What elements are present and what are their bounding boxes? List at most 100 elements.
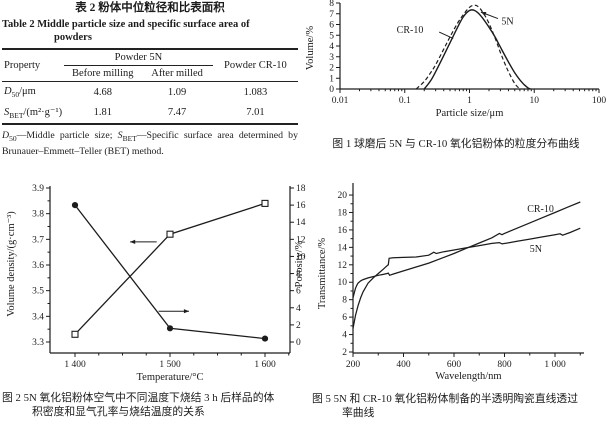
y-tick-label: 2 [329, 64, 334, 74]
value-cell: 4.68 [93, 86, 112, 98]
figure2-caption-line1: 图 2 5N 氧化铝粉体空气中不同温度下烧结 3 h 后样品的体 [2, 392, 275, 404]
y-tick-label: 8 [342, 296, 347, 306]
property-cell: SBET/(m²·g⁻¹) [4, 106, 63, 120]
right-y-tick-label: 16 [296, 201, 306, 211]
table-caption-en-line2: powders [54, 31, 92, 43]
figure2-density-porosity-chart: 3.3 3.4 3.5 3.6 3.7 3.8 3.9 0 2 4 6 8 10 12 14 16 18 1 40… [6, 184, 306, 383]
sbet-symbol: S [117, 130, 123, 142]
x-tick-label: 0.01 [332, 96, 349, 106]
x-axis-label: Wavelength/nm [435, 371, 501, 382]
x-tick-label: 1 600 [254, 360, 276, 370]
x-tick-label: 100 [592, 96, 607, 106]
left-y-tick-label: 3.7 [32, 235, 44, 245]
powder-properties-table: Property Powder 5N Powder CR-10 Before m… [2, 48, 298, 126]
y-tick-label: 5 [329, 31, 334, 41]
x-tick-label: 400 [396, 360, 411, 370]
y-tick-label: 4 [329, 42, 334, 52]
value-cell: 7.01 [246, 107, 265, 119]
after-milled-column-header: After milled [141, 65, 213, 83]
right-y-tick-label: 10 [296, 252, 306, 262]
y-tick-label: 6 [342, 313, 347, 323]
cr-10-series-label: CR-10 [397, 25, 424, 36]
x-tick-label: 1 [467, 96, 472, 106]
table-caption-en-line1: Table 2 Middle particle size and specifi… [2, 18, 250, 30]
right-y-tick-label: 4 [296, 304, 301, 314]
table-footnote: D50—Middle particle size; SBET—Specific … [2, 129, 298, 158]
figure1-block: 0 1 2 3 4 5 6 7 8 0.01 0.1 1 10 100 Particle size/μm Vo… [302, 0, 610, 151]
figure2-block: 3.3 3.4 3.5 3.6 3.7 3.8 3.9 0 2 4 6 8 10 12 14 16 18 1 40… [2, 172, 308, 419]
5n-series-label: 5N [530, 244, 542, 255]
right-y-tick-label: 0 [296, 338, 301, 348]
right-y-tick-label: 12 [296, 235, 306, 245]
x-axis-label: Particle size/μm [436, 108, 504, 119]
d50-definition: —Middle particle size; [16, 130, 118, 142]
left-y-tick-label: 3.5 [32, 287, 44, 297]
arrowhead [130, 239, 136, 244]
y-tick-label: 1 [329, 74, 334, 84]
figure5-transmittance-chart: 2 4 6 8 10 12 14 16 18 20 200 400 600 800 1 000 Wavelen… [317, 183, 584, 382]
right-y-tick-label: 6 [296, 287, 301, 297]
volume-density-line [74, 202, 266, 335]
table-header: Property Powder 5N Powder CR-10 Before m… [2, 49, 298, 83]
y-tick-label: 3 [329, 53, 334, 63]
property-cell: D50/μm [4, 85, 36, 99]
table-row: SBET/(m²·g⁻¹) 1.81 7.47 7.01 [2, 102, 298, 124]
y-axis-label: Transmittance/% [317, 238, 328, 310]
figure1-caption: 图 1 球磨后 5N 与 CR-10 氧化铝粉体的粒度分布曲线 [332, 138, 580, 150]
x-tick-label: 1 400 [64, 360, 86, 370]
left-y-tick-label: 3.6 [32, 261, 44, 271]
left-y-tick-label: 3.8 [32, 210, 44, 220]
value-cell: 1.09 [167, 86, 187, 98]
y-tick-label: 8 [329, 0, 334, 9]
y-tick-label: 18 [338, 208, 348, 218]
before-milling-column-header: Before milling [64, 65, 142, 83]
filled-circle-marker [261, 335, 269, 342]
y-axis-label: Volume/% [305, 26, 316, 70]
table2-block: 表 2 粉体中位粒径和比表面积 Table 2 Middle particle … [2, 2, 298, 158]
y-tick-label: 7 [329, 10, 334, 20]
sbet-definition: —Specific surface area determined by Bru… [2, 130, 298, 157]
left-y-tick-label: 3.3 [32, 338, 44, 348]
right-y-tick-label: 2 [296, 321, 301, 331]
x-tick-label: 800 [497, 360, 512, 370]
y-tick-label: 4 [342, 331, 347, 341]
y-tick-label: 0 [329, 85, 334, 95]
table-row: D50/μm 4.68 1.09 1.083 [2, 82, 298, 103]
figure5-caption-line2: 率曲线 [342, 407, 375, 420]
table-body: D50/μm 4.68 1.09 1.083 SBET/(m²·g⁻¹) 1.81 7.47… [2, 82, 298, 125]
cr-10-curve [352, 201, 581, 299]
left-y-tick-label: 3.9 [32, 184, 44, 194]
right-y-tick-label: 18 [296, 184, 306, 194]
5n-series-label: 5N [501, 16, 513, 27]
right-y-axis-label: Porosity/% [294, 240, 305, 287]
figure5-block: 2 4 6 8 10 12 14 16 18 20 200 400 600 800 1 000 Wavelen… [312, 175, 610, 420]
table-caption-zh: 表 2 粉体中位粒径和比表面积 [75, 2, 225, 14]
5n-curve [352, 227, 581, 329]
x-tick-label: 0.1 [399, 96, 411, 106]
property-column-header: Property [2, 49, 65, 83]
sbet-subscript: BET [122, 134, 137, 144]
y-tick-label: 20 [338, 191, 348, 201]
x-tick-label: 1 000 [544, 360, 566, 370]
right-y-tick-label: 8 [296, 270, 301, 280]
y-tick-label: 6 [329, 21, 334, 31]
cr-10-curve [423, 9, 531, 90]
value-cell: 7.47 [167, 107, 187, 119]
leader-line [438, 31, 454, 39]
y-tick-label: 14 [338, 243, 348, 253]
arrowhead [480, 12, 487, 16]
figure2-caption-line2: 积密度和显气孔率与烧结温度的关系 [32, 406, 205, 419]
x-axis-label: Temperature/°C [136, 372, 203, 383]
y-tick-label: 10 [338, 278, 348, 288]
open-square-marker [166, 230, 174, 238]
value-cell: 1.083 [243, 86, 268, 98]
y-tick-label: 12 [338, 261, 348, 271]
porosity-line [74, 204, 266, 340]
filled-circle-marker [71, 202, 79, 209]
open-square-marker [261, 199, 269, 207]
5n-curve [415, 4, 521, 90]
filled-circle-marker [166, 325, 174, 332]
open-square-marker [71, 330, 79, 338]
